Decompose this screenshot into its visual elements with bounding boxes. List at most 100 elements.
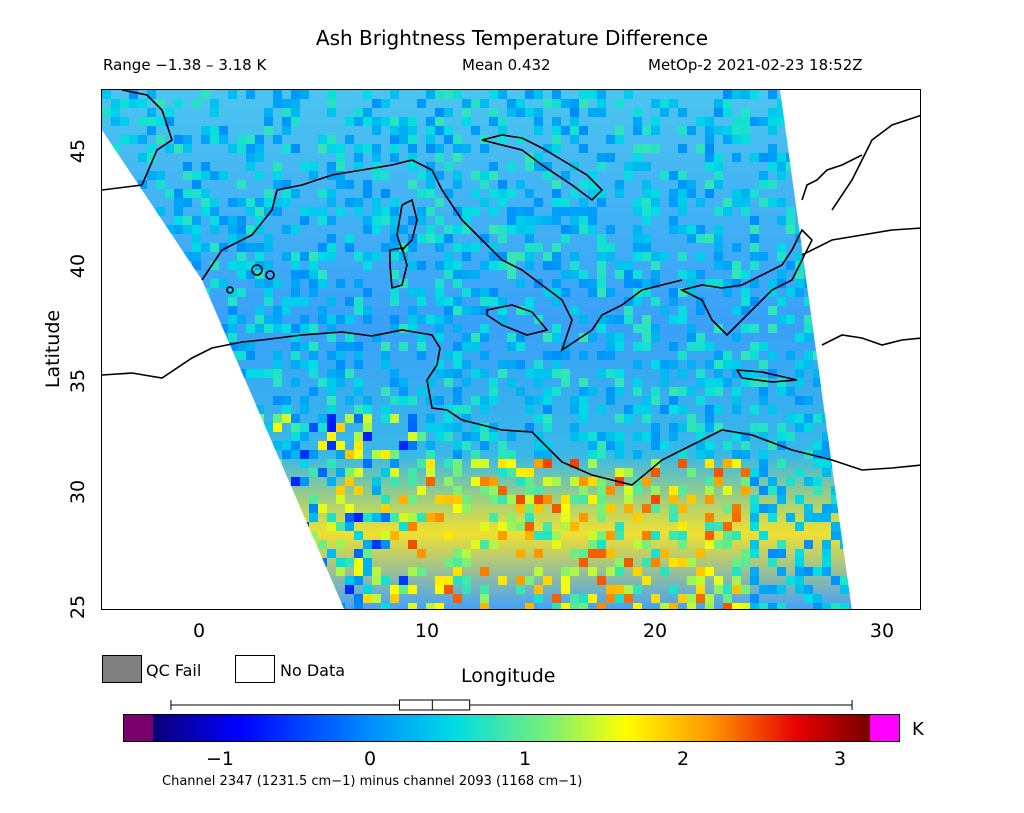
swath-pixel: [390, 234, 399, 243]
swath-pixel: [192, 315, 201, 324]
swath-pixel: [210, 558, 219, 567]
swath-pixel: [624, 261, 633, 270]
swath-pixel: [696, 225, 705, 234]
swath-pixel: [444, 414, 453, 423]
swath-pixel: [246, 135, 255, 144]
swath-pixel: [849, 477, 852, 486]
swath-pixel: [840, 504, 849, 513]
swath-pixel: [174, 306, 183, 315]
swath-pixel: [660, 369, 669, 378]
swath-pixel: [345, 576, 354, 585]
swath-pixel: [363, 117, 372, 126]
swath-pixel: [723, 261, 732, 270]
swath-pixel: [525, 234, 534, 243]
swath-pixel: [849, 252, 852, 261]
swath-pixel: [417, 189, 426, 198]
swath-pixel: [471, 270, 480, 279]
swath-pixel: [687, 270, 696, 279]
swath-pixel: [795, 90, 804, 99]
swath-pixel: [696, 333, 705, 342]
swath-pixel: [381, 99, 390, 108]
swath-pixel: [651, 549, 660, 558]
swath-pixel: [804, 540, 813, 549]
swath-pixel: [246, 207, 255, 216]
swath-pixel: [642, 144, 651, 153]
swath-pixel: [858, 558, 867, 567]
swath-pixel: [750, 252, 759, 261]
swath-pixel: [165, 279, 174, 288]
swath-pixel: [300, 405, 309, 414]
swath-pixel: [156, 594, 165, 603]
swath-pixel: [624, 171, 633, 180]
swath-pixel: [291, 108, 300, 117]
swath-pixel: [462, 495, 471, 504]
swath-pixel: [345, 558, 354, 567]
swath-pixel: [318, 279, 327, 288]
swath-pixel: [741, 432, 750, 441]
swath-pixel: [129, 468, 138, 477]
swath-pixel: [822, 297, 831, 306]
swath-pixel: [678, 531, 687, 540]
swath-pixel: [579, 90, 588, 99]
swath-pixel: [390, 315, 399, 324]
swath-pixel: [174, 288, 183, 297]
swath-pixel: [525, 189, 534, 198]
swath-pixel: [741, 90, 750, 99]
swath-pixel: [210, 135, 219, 144]
swath-pixel: [858, 243, 867, 252]
swath-pixel: [507, 216, 516, 225]
swath-pixel: [552, 279, 561, 288]
swath-pixel: [849, 360, 852, 369]
swath-pixel: [732, 576, 741, 585]
swath-pixel: [795, 333, 804, 342]
swath-pixel: [417, 234, 426, 243]
swath-pixel: [264, 207, 273, 216]
swath-pixel: [795, 135, 804, 144]
swath-pixel: [804, 594, 813, 603]
swath-pixel: [111, 225, 120, 234]
swath-pixel: [201, 477, 210, 486]
swath-pixel: [336, 279, 345, 288]
swath-pixel: [777, 315, 786, 324]
swath-pixel: [480, 432, 489, 441]
swath-pixel: [705, 531, 714, 540]
swath-pixel: [849, 549, 852, 558]
swath-pixel: [282, 441, 291, 450]
swath-pixel: [102, 171, 111, 180]
swath-pixel: [273, 279, 282, 288]
swath-pixel: [165, 441, 174, 450]
swath-pixel: [237, 216, 246, 225]
swath-pixel: [489, 189, 498, 198]
swath-pixel: [282, 414, 291, 423]
swath-pixel: [750, 495, 759, 504]
swath-pixel: [651, 396, 660, 405]
swath-pixel: [858, 378, 867, 387]
swath-pixel: [228, 522, 237, 531]
swath-pixel: [714, 225, 723, 234]
swath-pixel: [192, 567, 201, 576]
swath-pixel: [732, 396, 741, 405]
swath-pixel: [237, 270, 246, 279]
swath-pixel: [642, 531, 651, 540]
swath-pixel: [570, 495, 579, 504]
swath-pixel: [750, 423, 759, 432]
swath-pixel: [417, 513, 426, 522]
swath-pixel: [399, 126, 408, 135]
swath-pixel: [687, 360, 696, 369]
swath-pixel: [480, 180, 489, 189]
swath-pixel: [273, 360, 282, 369]
swath-pixel: [849, 144, 852, 153]
swath-pixel: [597, 540, 606, 549]
swath-pixel: [858, 477, 867, 486]
swath-pixel: [129, 576, 138, 585]
swath-pixel: [363, 315, 372, 324]
swath-pixel: [516, 225, 525, 234]
swath-pixel: [417, 549, 426, 558]
swath-pixel: [741, 207, 750, 216]
swath-pixel: [579, 333, 588, 342]
swath-pixel: [327, 324, 336, 333]
swath-pixel: [786, 162, 795, 171]
swath-pixel: [570, 567, 579, 576]
swath-pixel: [507, 459, 516, 468]
swath-pixel: [705, 144, 714, 153]
